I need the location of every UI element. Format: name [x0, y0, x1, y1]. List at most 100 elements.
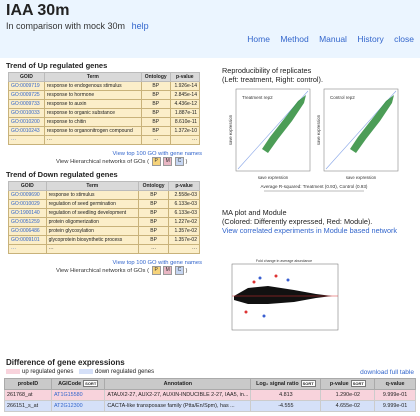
ma-title-block: MA plot and Module (Colored: Differently… — [222, 208, 397, 235]
go-pvalue: ··· — [169, 135, 201, 145]
col-pvalue: p-value — [169, 72, 201, 82]
badge-c-icon[interactable]: C — [174, 157, 184, 166]
agi-code-link[interactable]: AT2G12300 — [50, 400, 106, 412]
go-term: response to hormone — [43, 90, 142, 100]
col-qvalue: q-value — [374, 378, 416, 390]
agi-code-link[interactable]: AT1G15580 — [50, 389, 106, 401]
go-id-link[interactable]: GO:0009101 — [8, 235, 47, 245]
go-id-link[interactable]: GO:0009725 — [8, 90, 45, 100]
badge-m-icon[interactable]: M — [163, 157, 173, 166]
ma-module-link[interactable]: View correlated experiments in Module ba… — [222, 226, 398, 235]
down-go-table: GOID Term Ontology p-value GO:0009690 res… — [8, 181, 200, 254]
nav-history[interactable]: History — [357, 34, 384, 44]
go-ontology: BP — [140, 117, 171, 127]
p-value: 1.290e-02 — [320, 389, 376, 401]
col-pvalue: p-value SORT — [320, 378, 376, 390]
go-id-link[interactable]: GO:0051259 — [8, 217, 47, 227]
go-ontology: BP — [138, 208, 170, 218]
table-header-row: GOID Term Ontology p-value — [8, 72, 201, 82]
go-pvalue: 8.610e-11 — [169, 117, 201, 127]
top-nav: Home Method Manual History close — [239, 34, 414, 44]
go-ontology: BP — [140, 99, 171, 109]
go-id-link[interactable]: GO:0010243 — [8, 126, 45, 136]
go-id-link[interactable]: GO:0009733 — [8, 99, 45, 109]
badge-c-icon[interactable]: C — [174, 266, 184, 275]
up-top100-link[interactable]: View top 100 GO with gene names — [112, 151, 202, 157]
go-ontology: ··· — [138, 244, 170, 254]
go-pvalue: 6.133e-03 — [168, 199, 200, 209]
legend-down-text: down regulated genes — [95, 369, 155, 376]
left-scatter-cloud — [262, 95, 306, 153]
page-header: IAA 30m In comparison with mock 30m help… — [0, 0, 420, 58]
table-row: 261768_at AT1G15580 ATAUX2-27, AUX2-27, AU… — [4, 389, 416, 401]
reproducibility-heading: Reproducibility of replicates — [222, 66, 312, 75]
up-hier: View Hierarchical networks of GOs ( P M … — [56, 157, 188, 166]
log2-ratio: -4.555 — [250, 400, 322, 412]
go-ontology: BP — [138, 199, 170, 209]
table-row: ··· ··· ··· ··· — [8, 135, 201, 145]
table-row: GO:0009101 glycoprotein biosynthetic proc… — [8, 235, 200, 245]
left-plot-label: Treatment rep2 — [242, 95, 273, 100]
ma-plot[interactable]: Fold change in average abundance — [224, 258, 342, 338]
go-id-link[interactable]: GO:0010029 — [8, 199, 47, 209]
nav-manual[interactable]: Manual — [319, 34, 347, 44]
go-term: protein oligomerization — [45, 217, 140, 227]
go-id-link[interactable]: GO:0006486 — [8, 226, 47, 236]
badge-p-icon[interactable]: P — [151, 266, 161, 275]
table-header-row: GOID Term Ontology p-value — [8, 181, 200, 191]
go-pvalue: 2.558e-03 — [168, 190, 200, 200]
help-link[interactable]: help — [131, 21, 149, 31]
go-pvalue: 4.436e-12 — [169, 99, 201, 109]
go-ontology: BP — [140, 90, 171, 100]
col-log2: Log₂ signal ratio SORT — [250, 378, 322, 390]
go-id-link[interactable]: GO:0009719 — [8, 81, 45, 91]
badge-p-icon[interactable]: P — [151, 157, 161, 166]
go-id-link[interactable]: GO:0010200 — [8, 117, 45, 127]
go-ontology: BP — [138, 235, 170, 245]
table-row: GO:0010243 response to organonitrogen com… — [8, 126, 201, 136]
reproducibility-svg: Treatment rep2 Control rep2 save express… — [228, 88, 399, 192]
go-id-link[interactable]: GO:0010033 — [8, 108, 45, 118]
go-term: glycoprotein biosynthetic process — [45, 235, 140, 245]
q-value: 9.999e-01 — [374, 400, 416, 412]
p-value: 4.655e-02 — [320, 400, 376, 412]
col-ontology: Ontology — [140, 72, 171, 82]
go-pvalue: ··· — [168, 244, 200, 254]
ma-svg: Fold change in average abundance — [231, 259, 339, 331]
go-term: ··· — [43, 135, 142, 145]
go-id-link: ··· — [8, 135, 45, 145]
col-agicode: AGICode SORT — [50, 378, 106, 390]
go-pvalue: 1.372e-10 — [169, 126, 201, 136]
pvalue-sort-button[interactable]: SORT — [350, 380, 366, 387]
go-id-link: ··· — [8, 244, 47, 254]
badge-m-icon[interactable]: M — [163, 266, 173, 275]
download-full-table-link[interactable]: download full table — [360, 369, 414, 376]
go-term: response to endogenous stimulus — [43, 81, 142, 91]
go-term: regulation of seedling development — [45, 208, 140, 218]
reproducibility-plots[interactable]: Treatment rep2 Control rep2 save express… — [226, 87, 402, 195]
left-x-label: save expression — [258, 175, 289, 180]
nav-method[interactable]: Method — [280, 34, 309, 44]
table-row: GO:0009733 response to auxin BP 4.436e-12 — [8, 99, 201, 109]
down-top100-link[interactable]: View top 100 GO with gene names — [112, 260, 202, 266]
go-pvalue: 1.357e-02 — [168, 235, 200, 245]
table-row: GO:1900140 regulation of seedling develop… — [8, 208, 200, 218]
nav-close[interactable]: close — [394, 34, 414, 44]
table-row: ··· ··· ··· ··· — [8, 244, 200, 254]
up-swatch-icon — [6, 369, 20, 374]
go-pvalue: 1.887e-11 — [169, 108, 201, 118]
ma-subtitle: (Colored: Differently expressed, Red: Mo… — [222, 217, 373, 226]
down-hier: View Hierarchical networks of GOs ( P M … — [56, 266, 188, 275]
nav-home[interactable]: Home — [247, 34, 270, 44]
log2-sort-button[interactable]: SORT — [300, 380, 316, 387]
caption-fine-print — [264, 190, 364, 192]
go-term: response to stimulus — [45, 190, 140, 200]
down-section-title: Trend of Down regulated genes — [6, 170, 118, 179]
agicode-sort-button[interactable]: SORT — [83, 380, 99, 387]
up-more: View top 100 GO with gene names — [90, 151, 202, 157]
go-ontology: BP — [138, 190, 170, 200]
go-id-link[interactable]: GO:0009690 — [8, 190, 47, 200]
reproducibility-subtitle: (Left: treatment, Right: control). — [222, 75, 323, 84]
go-pvalue: 1.926e-14 — [169, 81, 201, 91]
go-id-link[interactable]: GO:1900140 — [8, 208, 47, 218]
